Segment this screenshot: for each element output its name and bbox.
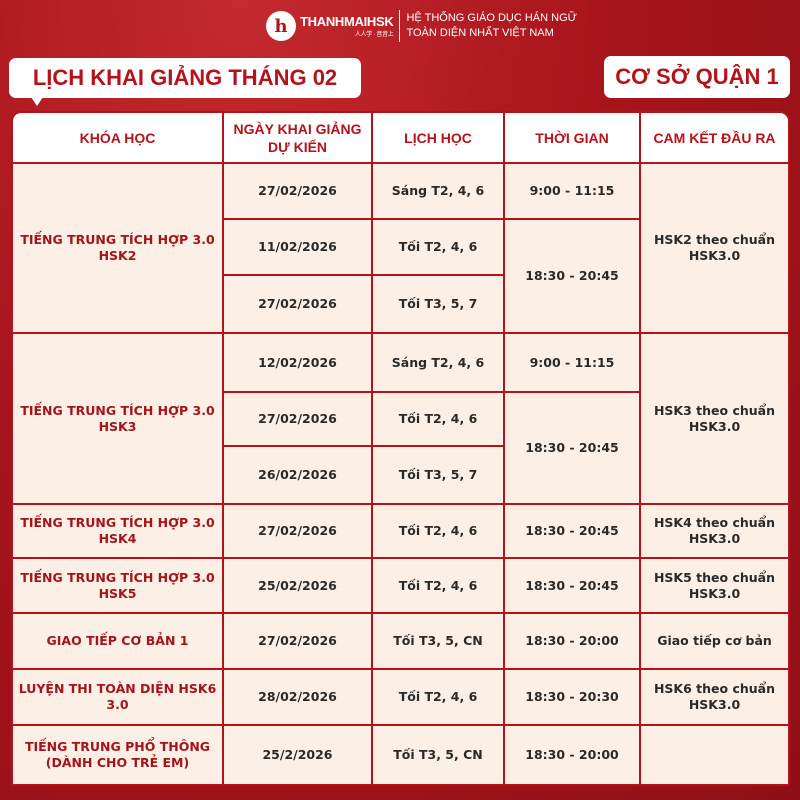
col-header-course: KHÓA HỌC <box>13 113 222 162</box>
schedule: Tối T2, 4, 6 <box>373 393 503 445</box>
schedule: Tối T2, 4, 6 <box>373 670 503 724</box>
schedule: Tối T2, 4, 6 <box>373 220 503 274</box>
outcome <box>641 726 788 784</box>
page-title: LỊCH KHAI GIẢNG THÁNG 02 <box>9 58 361 106</box>
schedule: Tối T3, 5, CN <box>373 726 503 784</box>
schedule: Sáng T2, 4, 6 <box>373 164 503 218</box>
brand-logo: h THANHMAIHSK 人人学 · 音音上 HỆ THỐNG GIÁO DỤC… <box>266 10 577 42</box>
start-date: 27/02/2026 <box>224 505 371 557</box>
course-name: TIẾNG TRUNG PHỔ THÔNG (DÀNH CHO TRẺ EM) <box>13 726 222 784</box>
outcome: HSK2 theo chuẩn HSK3.0 <box>641 164 788 332</box>
course-name: TIẾNG TRUNG TÍCH HỢP 3.0 HSK5 <box>13 559 222 612</box>
course-name: TIẾNG TRUNG TÍCH HỢP 3.0 HSK3 <box>13 334 222 503</box>
course-name: LUYỆN THI TOÀN DIỆN HSK6 3.0 <box>13 670 222 724</box>
course-name: TIẾNG TRUNG TÍCH HỢP 3.0 HSK2 <box>13 164 222 332</box>
class-time: 18:30 - 20:00 <box>505 726 639 784</box>
start-date: 27/02/2026 <box>224 393 371 445</box>
tagline-2: TOÀN DIỆN NHẤT VIỆT NAM <box>406 27 554 39</box>
course-name: TIẾNG TRUNG TÍCH HỢP 3.0 HSK4 <box>13 505 222 557</box>
col-header-schedule: LỊCH HỌC <box>373 113 503 162</box>
start-date: 25/02/2026 <box>224 559 371 612</box>
col-header-time: THỜI GIAN <box>505 113 639 162</box>
schedule: Sáng T2, 4, 6 <box>373 334 503 391</box>
branch-label: CƠ SỞ QUẬN 1 <box>604 56 790 98</box>
start-date: 27/02/2026 <box>224 614 371 668</box>
logo-name: THANHMAIHSK <box>300 14 394 29</box>
class-time: 18:30 - 20:45 <box>505 220 639 332</box>
start-date: 28/02/2026 <box>224 670 371 724</box>
schedule: Tối T3, 5, CN <box>373 614 503 668</box>
class-time: 18:30 - 20:45 <box>505 505 639 557</box>
tagline-1: HỆ THỐNG GIÁO DỤC HÁN NGỮ <box>406 12 578 24</box>
course-name: GIAO TIẾP CƠ BẢN 1 <box>13 614 222 668</box>
logo-icon: h <box>266 11 296 41</box>
schedule-table: KHÓA HỌC NGÀY KHAI GIẢNG DỰ KIẾN LỊCH HỌ… <box>11 111 790 786</box>
outcome: HSK6 theo chuẩn HSK3.0 <box>641 670 788 724</box>
schedule: Tối T3, 5, 7 <box>373 276 503 332</box>
start-date: 27/02/2026 <box>224 164 371 218</box>
class-time: 18:30 - 20:45 <box>505 559 639 612</box>
class-time: 18:30 - 20:30 <box>505 670 639 724</box>
class-time: 18:30 - 20:45 <box>505 393 639 503</box>
start-date: 11/02/2026 <box>224 220 371 274</box>
start-date: 12/02/2026 <box>224 334 371 391</box>
class-time: 9:00 - 11:15 <box>505 164 639 218</box>
outcome: Giao tiếp cơ bản <box>641 614 788 668</box>
start-date: 26/02/2026 <box>224 447 371 503</box>
divider <box>399 10 401 42</box>
col-header-date: NGÀY KHAI GIẢNG DỰ KIẾN <box>224 113 371 162</box>
outcome: HSK4 theo chuẩn HSK3.0 <box>641 505 788 557</box>
outcome: HSK5 theo chuẩn HSK3.0 <box>641 559 788 612</box>
start-date: 25/2/2026 <box>224 726 371 784</box>
logo-sub: 人人学 · 音音上 <box>354 32 394 38</box>
tagline: HỆ THỐNG GIÁO DỤC HÁN NGỮ TOÀN DIỆN NHẤT … <box>406 11 577 41</box>
col-header-outcome: CAM KẾT ĐẦU RA <box>641 113 788 162</box>
schedule: Tối T2, 4, 6 <box>373 505 503 557</box>
class-time: 18:30 - 20:00 <box>505 614 639 668</box>
schedule: Tối T3, 5, 7 <box>373 447 503 503</box>
class-time: 9:00 - 11:15 <box>505 334 639 391</box>
start-date: 27/02/2026 <box>224 276 371 332</box>
outcome: HSK3 theo chuẩn HSK3.0 <box>641 334 788 503</box>
logo-text: THANHMAIHSK 人人学 · 音音上 <box>300 14 394 38</box>
schedule: Tối T2, 4, 6 <box>373 559 503 612</box>
